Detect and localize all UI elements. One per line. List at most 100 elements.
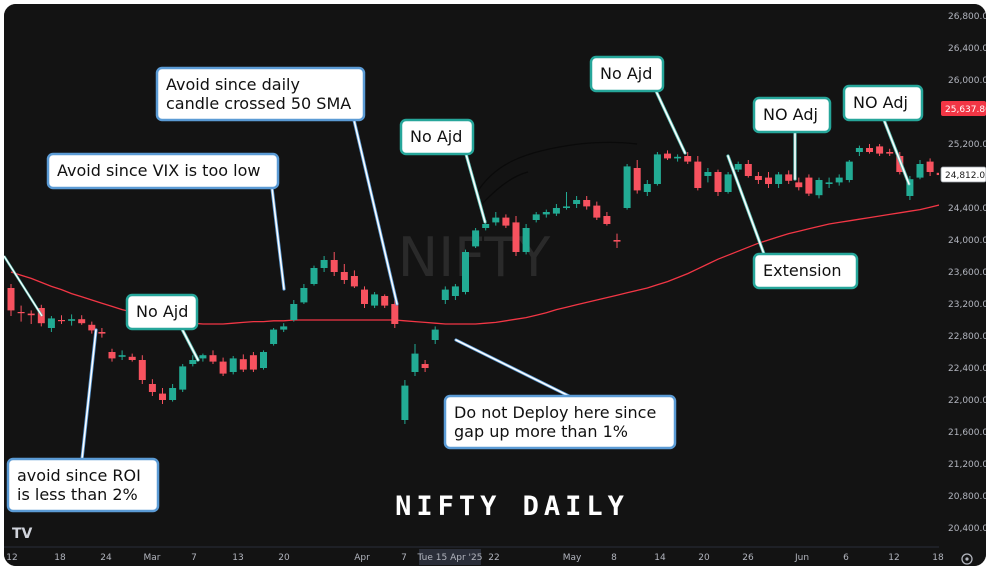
candle-body [260, 352, 267, 368]
candle [249, 352, 257, 372]
candle [118, 350, 126, 360]
candle-body [128, 356, 136, 360]
crosshair-date-box [419, 549, 481, 565]
candle [886, 148, 894, 156]
candle-body [361, 289, 368, 304]
candle [653, 152, 661, 186]
x-tick-label: 18 [932, 553, 944, 563]
x-tick-label: 6 [843, 553, 849, 563]
candle [98, 328, 106, 338]
candle-body [876, 146, 884, 154]
price-tag: 25,637.80 [941, 100, 986, 116]
candle-body [936, 172, 939, 176]
candle [936, 172, 939, 176]
candle-body [613, 240, 621, 242]
candle [371, 292, 379, 308]
callout-text: is less than 2% [17, 485, 138, 504]
callout-box [589, 55, 665, 93]
chart-title: NIFTY DAILY [395, 491, 629, 522]
candle-body [47, 318, 55, 328]
settings-icon[interactable] [961, 553, 973, 565]
candle [674, 154, 682, 162]
x-tick-label: 7 [191, 553, 197, 563]
candle [229, 356, 237, 375]
candle-body [411, 353, 419, 372]
candle-body [27, 313, 35, 316]
callout-box [752, 96, 832, 134]
candle-body [159, 393, 166, 400]
annotation-callout[interactable]: No Ajd [399, 118, 475, 156]
candle [421, 360, 429, 372]
candle-body [199, 355, 207, 359]
sketch-line-short [481, 171, 529, 205]
candle [300, 284, 308, 304]
y-tick-label: 22,800.00 [948, 332, 986, 342]
candle [765, 172, 772, 188]
callout-box [6, 457, 160, 513]
candle [845, 160, 853, 183]
candle-body [58, 320, 65, 322]
annotation-callout[interactable]: NO Adj [842, 84, 924, 122]
x-tick-label: 20 [698, 553, 710, 563]
candle-body [350, 276, 358, 287]
callout-text: Avoid since VIX is too low [57, 161, 260, 180]
candle-body [421, 364, 429, 368]
annotation-callout[interactable]: No Ajd [589, 55, 665, 93]
annotation-callout[interactable]: Extension [752, 252, 859, 290]
candle [724, 172, 732, 194]
candle [239, 354, 247, 372]
candle-body [229, 358, 237, 372]
candle [7, 284, 15, 316]
chart-panel[interactable]: NIFTY No Ajd Avoid since VIX is too low Av… [4, 4, 986, 566]
candle-body [381, 296, 389, 306]
candle [290, 300, 298, 322]
candle [108, 348, 116, 362]
x-tick-label: 13 [232, 553, 243, 563]
callout-arrow-core [465, 153, 486, 223]
candle-body [270, 329, 278, 344]
candle [310, 265, 318, 286]
candle-body [724, 174, 732, 192]
x-tick-label: 22 [488, 553, 499, 563]
candle-body [542, 212, 550, 215]
annotation-callout[interactable]: No Ajd [125, 293, 199, 331]
y-tick-label: 26,000.00 [948, 76, 986, 86]
tradingview-logo-text: TV [12, 526, 33, 542]
x-tick-label: 12 [6, 553, 17, 563]
candle [835, 174, 843, 186]
candle [795, 177, 803, 191]
annotation-callout[interactable]: Avoid since VIX is too low [46, 152, 280, 190]
candle-body [674, 156, 682, 159]
candle-body [280, 326, 288, 330]
candle-body [522, 228, 530, 252]
annotation-callout[interactable]: NO Adj [752, 96, 832, 134]
y-tick-label: 26,800.00 [948, 12, 986, 22]
callout-text: candle crossed 50 SMA [166, 94, 351, 113]
candle-body [502, 217, 510, 226]
x-tick-label: 7 [401, 553, 407, 563]
candle-body [825, 182, 833, 184]
x-tick-label: 8 [611, 553, 617, 563]
candle [522, 224, 530, 255]
candle [633, 160, 641, 194]
y-tick-label: 23,600.00 [948, 268, 986, 278]
candle-body [78, 319, 86, 324]
tradingview-logo[interactable]: TV [12, 526, 33, 542]
candle-body [552, 208, 560, 214]
callout-arrow-core [727, 155, 765, 255]
candle [411, 344, 419, 376]
candle [583, 196, 591, 210]
candle [825, 177, 833, 188]
callout-arrow-core [455, 339, 570, 397]
x-tick-label: 24 [100, 553, 112, 563]
candle-body [310, 268, 318, 284]
candle-body [583, 200, 591, 207]
y-tick-label: 21,200.00 [948, 460, 986, 470]
candle-body [371, 294, 379, 306]
candle-body [462, 252, 469, 292]
crosshair-date-label: Tue 15 Apr '25 [417, 549, 482, 565]
